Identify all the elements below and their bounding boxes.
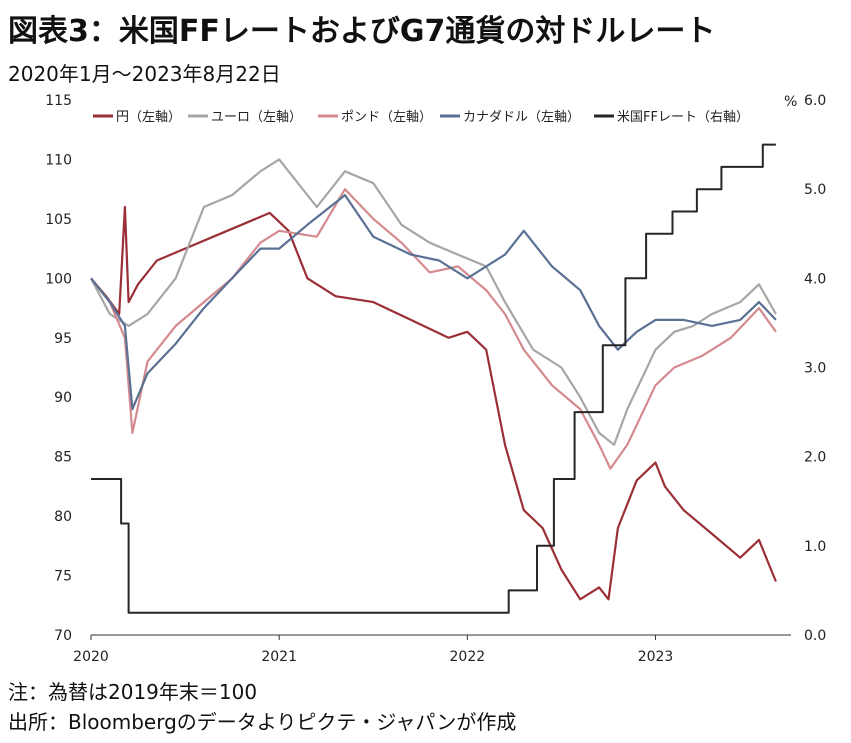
chart-source: 出所：Bloombergのデータよりピクテ・ジャパンが作成 xyxy=(8,710,517,734)
series-line-1 xyxy=(90,158,777,446)
y-left-tick-label: 80 xyxy=(54,509,72,525)
y-left-tick-label: 90 xyxy=(54,390,72,406)
series-line-0 xyxy=(90,205,777,601)
series-line-4 xyxy=(91,143,776,614)
x-tick-label: 2020 xyxy=(73,649,109,665)
legend-label-2: ポンド（左軸） xyxy=(341,110,432,125)
y-right-tick-label: 6.0 xyxy=(804,93,826,109)
x-tick-label: 2021 xyxy=(261,649,297,665)
chart-title: 図表3：米国FFレートおよびG7通貨の対ドルレート xyxy=(8,14,716,49)
chart: 2020 2021 2022 2023 70 75 80 85 90 95 100 105 110 115… xyxy=(45,93,826,665)
series-line-2 xyxy=(90,188,777,470)
legend: 円（左軸） ユーロ（左軸） ポンド（左軸） カナダドル（左軸） 米国FFレート（右軸） xyxy=(93,110,749,125)
y-right-tick-label: 1.0 xyxy=(804,539,826,555)
y-left-tick-label: 85 xyxy=(54,450,72,466)
y-left-tick-label: 115 xyxy=(45,93,72,109)
series-layer xyxy=(90,143,777,614)
legend-label-3: カナダドル（左軸） xyxy=(463,110,580,125)
series-line-3 xyxy=(90,194,777,411)
y-left-tick-label: 75 xyxy=(54,569,72,585)
legend-label-1: ユーロ（左軸） xyxy=(211,110,302,125)
legend-label-4: 米国FFレート（右軸） xyxy=(617,110,749,125)
y-right-tick-label: 2.0 xyxy=(804,450,826,466)
y-right-tick-label: 3.0 xyxy=(804,361,826,377)
y-left-tick-label: 70 xyxy=(54,628,72,644)
chart-subtitle: 2020年1月〜2023年8月22日 xyxy=(8,62,281,86)
chart-note: 注：為替は2019年末＝100 xyxy=(8,680,258,704)
y-left-tick-label: 95 xyxy=(54,331,72,347)
y-right-tick-label: 5.0 xyxy=(804,182,826,198)
y-right-tick-label: 0.0 xyxy=(804,628,826,644)
axes: 2020 2021 2022 2023 70 75 80 85 90 95 100 105 110 115… xyxy=(45,93,826,665)
y-right-unit-label: % xyxy=(784,94,797,110)
y-left-tick-label: 105 xyxy=(45,212,72,228)
y-right-tick-label: 4.0 xyxy=(804,271,826,287)
x-tick-label: 2023 xyxy=(638,649,674,665)
y-left-tick-label: 110 xyxy=(45,152,72,168)
y-left-tick-label: 100 xyxy=(45,271,72,287)
x-tick-label: 2022 xyxy=(450,649,486,665)
legend-label-0: 円（左軸） xyxy=(116,110,181,125)
